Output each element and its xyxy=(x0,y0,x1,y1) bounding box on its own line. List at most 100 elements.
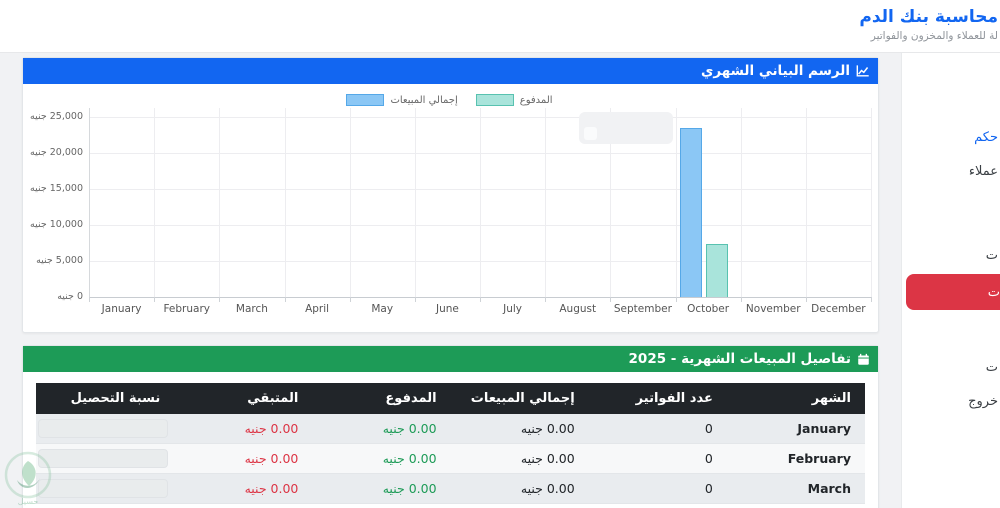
y-tick-label: 25,000 جنيه xyxy=(30,111,83,122)
y-tick-label: 20,000 جنيه xyxy=(30,147,83,158)
faded-tooltip xyxy=(579,112,673,144)
sidebar-item-danger-action[interactable]: ت xyxy=(906,274,1000,310)
x-tick-label: May xyxy=(371,303,394,315)
sidebar-item-dashboard[interactable]: حكم xyxy=(974,130,998,145)
gridline-v xyxy=(154,108,156,297)
gridline-v xyxy=(675,108,677,297)
faded-tooltip-swatch xyxy=(584,127,597,140)
gridline-v xyxy=(414,108,416,297)
legend-label: المدفوع xyxy=(519,94,553,106)
cell-month: March xyxy=(726,473,865,504)
sales-card-body: الشهر عدد الفواتير إجمالي المبيعات المدفوع ا… xyxy=(23,372,878,504)
cell-remaining: 0.00 جنيه xyxy=(174,473,313,504)
sidebar-nav: حكم عملاء ت ت ت خروج xyxy=(901,52,1000,508)
collection-progress-bar xyxy=(38,479,169,498)
cell-month: February xyxy=(726,443,865,474)
cell-collection-rate xyxy=(36,414,175,444)
legend-item-paid[interactable]: المدفوع xyxy=(475,94,553,106)
axis-tick xyxy=(675,297,677,302)
cell-paid: 0.00 جنيه xyxy=(312,473,451,504)
x-tick-label: November xyxy=(745,303,801,315)
gridline-v xyxy=(480,108,481,297)
monthly-chart-card: الرسم البياني الشهري المدفوع إجمالي المبي… xyxy=(22,57,879,333)
legend-label: إجمالي المبيعات xyxy=(390,94,458,106)
column-header-5: نسبة التحصيل xyxy=(36,383,175,414)
axis-tick xyxy=(871,297,872,302)
axis-tick xyxy=(805,297,807,302)
x-tick-label: June xyxy=(435,303,459,315)
x-tick-label: December xyxy=(811,303,866,315)
line-chart-icon xyxy=(856,64,870,78)
cell-invoices: 0 xyxy=(588,443,727,474)
table-row: February 0 0.00 جنيه 0.00 جنيه 0.00 جنيه xyxy=(36,443,865,474)
sales-details-card: تفاصيل المبيعات الشهرية - 2025 الشهر عدد … xyxy=(22,345,879,508)
table-row: January 0 0.00 جنيه 0.00 جنيه 0.00 جنيه xyxy=(36,414,865,444)
x-tick-label: April xyxy=(305,303,330,315)
chart-legend: المدفوع إجمالي المبيعات xyxy=(23,94,876,106)
column-header-0: الشهر xyxy=(726,383,865,414)
column-header-3: المدفوع xyxy=(312,383,451,414)
calendar-icon xyxy=(857,353,870,366)
monthly-sales-table: الشهر عدد الفواتير إجمالي المبيعات المدفوع ا… xyxy=(36,383,865,504)
axis-tick xyxy=(610,297,612,302)
app-subtitle: لة للعملاء والمخزون والفواتير xyxy=(870,30,998,42)
y-tick-label: 0 جنيه xyxy=(57,291,83,302)
cell-paid: 0.00 جنيه xyxy=(312,414,451,444)
monthly-bar-chart: المدفوع إجمالي المبيعات 0 جنيه 5,000 جنيه 10… xyxy=(23,84,876,331)
x-tick-label: January xyxy=(101,303,142,315)
cell-remaining: 0.00 جنيه xyxy=(174,414,313,444)
y-tick-label: 5,000 جنيه xyxy=(36,255,83,266)
cell-invoices: 0 xyxy=(588,473,727,504)
axis-tick xyxy=(154,297,156,302)
x-tick-label: February xyxy=(163,303,210,315)
axis-tick xyxy=(545,297,547,302)
cell-remaining: 0.00 جنيه xyxy=(174,443,313,474)
gridline-v xyxy=(89,108,90,297)
cell-total-sales: 0.00 جنيه xyxy=(450,414,589,444)
table-row: March 0 0.00 جنيه 0.00 جنيه 0.00 جنيه xyxy=(36,473,865,504)
collection-progress-bar xyxy=(38,449,169,468)
axis-tick xyxy=(740,297,742,302)
gridline-v xyxy=(284,108,286,297)
sidebar-item-cut-1[interactable]: ت xyxy=(985,248,998,263)
axis-tick xyxy=(349,297,351,302)
axis-tick xyxy=(219,297,221,302)
cell-total-sales: 0.00 جنيه xyxy=(450,443,589,474)
top-navbar: محاسبة بنك الدم لة للعملاء والمخزون والف… xyxy=(0,0,1000,53)
cell-month: January xyxy=(726,414,865,444)
gridline-v xyxy=(740,108,742,297)
x-tick-label: July xyxy=(503,303,523,315)
gridline-v xyxy=(610,108,612,297)
x-tick-label: March xyxy=(235,303,268,315)
axis-tick xyxy=(480,297,481,302)
y-tick-label: 10,000 جنيه xyxy=(30,219,83,230)
cell-invoices: 0 xyxy=(588,414,727,444)
collection-progress-bar xyxy=(38,419,169,438)
legend-item-total-sales[interactable]: إجمالي المبيعات xyxy=(346,94,458,106)
chart-card-header: الرسم البياني الشهري xyxy=(23,58,878,84)
gridline-v xyxy=(545,108,547,297)
legend-swatch xyxy=(346,94,385,106)
gridline-v xyxy=(219,108,221,297)
column-header-4: المتبقي xyxy=(174,383,313,414)
app-brand: محاسبة بنك الدم لة للعملاء والمخزون والف… xyxy=(859,7,998,42)
gridline-v xyxy=(871,108,872,297)
x-tick-label: October xyxy=(687,303,730,315)
legend-swatch xyxy=(475,94,514,106)
bar-total-sales-october[interactable] xyxy=(680,127,703,297)
sidebar-item-logout[interactable]: خروج xyxy=(968,394,998,409)
axis-tick xyxy=(89,297,90,302)
axis-tick xyxy=(414,297,416,302)
sidebar-item-cut-2[interactable]: ت xyxy=(985,360,998,375)
cell-paid: 0.00 جنيه xyxy=(312,443,451,474)
chart-card-title: الرسم البياني الشهري xyxy=(701,63,850,79)
app-title: محاسبة بنك الدم xyxy=(859,7,998,27)
sidebar-item-customers[interactable]: عملاء xyxy=(968,164,998,179)
x-tick-label: August xyxy=(559,303,597,315)
column-header-1: عدد الفواتير xyxy=(588,383,727,414)
gridline-v xyxy=(805,108,807,297)
sales-card-header: تفاصيل المبيعات الشهرية - 2025 xyxy=(23,346,878,372)
cell-total-sales: 0.00 جنيه xyxy=(450,473,589,504)
bar-paid-october[interactable] xyxy=(706,244,729,297)
